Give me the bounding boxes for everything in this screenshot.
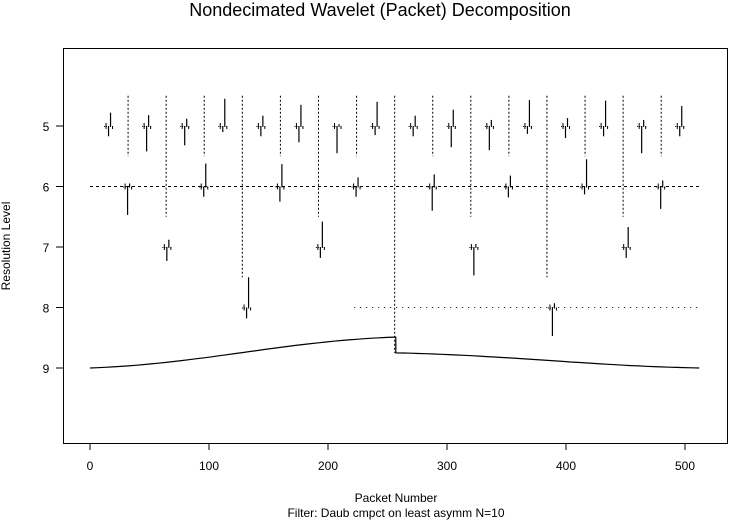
y-axis-label: Resolution Level <box>0 202 13 291</box>
coefficient-packet <box>315 221 326 258</box>
coefficient-packet <box>656 180 667 209</box>
coefficient-packet <box>427 174 438 211</box>
coefficient-packet <box>199 163 210 197</box>
coefficient-packet <box>142 115 153 152</box>
x-tick-label: 0 <box>87 459 94 473</box>
coefficient-packet <box>446 109 457 148</box>
coefficient-packet <box>242 277 253 319</box>
coefficient-packet <box>621 227 632 258</box>
coefficient-packet <box>104 112 115 137</box>
y-tick-label: 9 <box>43 362 50 376</box>
coefficient-packet <box>503 175 514 198</box>
x-tick-label: 200 <box>318 459 338 473</box>
coefficient-packet <box>351 177 362 197</box>
y-tick-label: 6 <box>43 181 50 195</box>
y-tick-label: 7 <box>43 241 50 255</box>
x-axis-label: Packet Number <box>355 491 438 505</box>
filter-subtitle: Filter: Daub cmpct on least asymm N=10 <box>287 506 504 520</box>
coefficient-packet <box>637 119 648 154</box>
x-tick-label: 100 <box>199 459 219 473</box>
x-tick-label: 300 <box>437 459 457 473</box>
coefficient-packet <box>275 164 286 202</box>
coefficient-packet <box>370 101 381 136</box>
coefficient-packet <box>547 303 558 336</box>
x-tick-label: 400 <box>556 459 576 473</box>
coefficient-packet <box>294 104 305 143</box>
coefficient-packet <box>408 115 419 137</box>
y-tick-label: 8 <box>43 302 50 316</box>
x-tick-label: 500 <box>675 459 695 473</box>
coefficient-packet <box>675 106 686 137</box>
coefficient-packet <box>469 243 480 276</box>
coefficient-packet <box>332 123 343 154</box>
coefficient-packet <box>599 100 610 137</box>
coefficient-packet <box>180 118 191 146</box>
coefficient-packet <box>484 119 495 151</box>
coefficient-packet <box>580 159 591 195</box>
coefficient-packet <box>256 115 267 137</box>
coefficient-packet <box>162 239 173 261</box>
chart-title: Nondecimated Wavelet (Packet) Decomposit… <box>189 0 571 20</box>
smooth-coefficient-curve <box>89 336 700 369</box>
coefficient-packet <box>522 99 533 134</box>
coefficient-packet <box>561 118 571 139</box>
coefficient-packet <box>123 183 134 215</box>
y-tick-label: 5 <box>43 120 50 134</box>
plot-frame <box>63 48 728 444</box>
coefficient-packet <box>218 98 229 133</box>
